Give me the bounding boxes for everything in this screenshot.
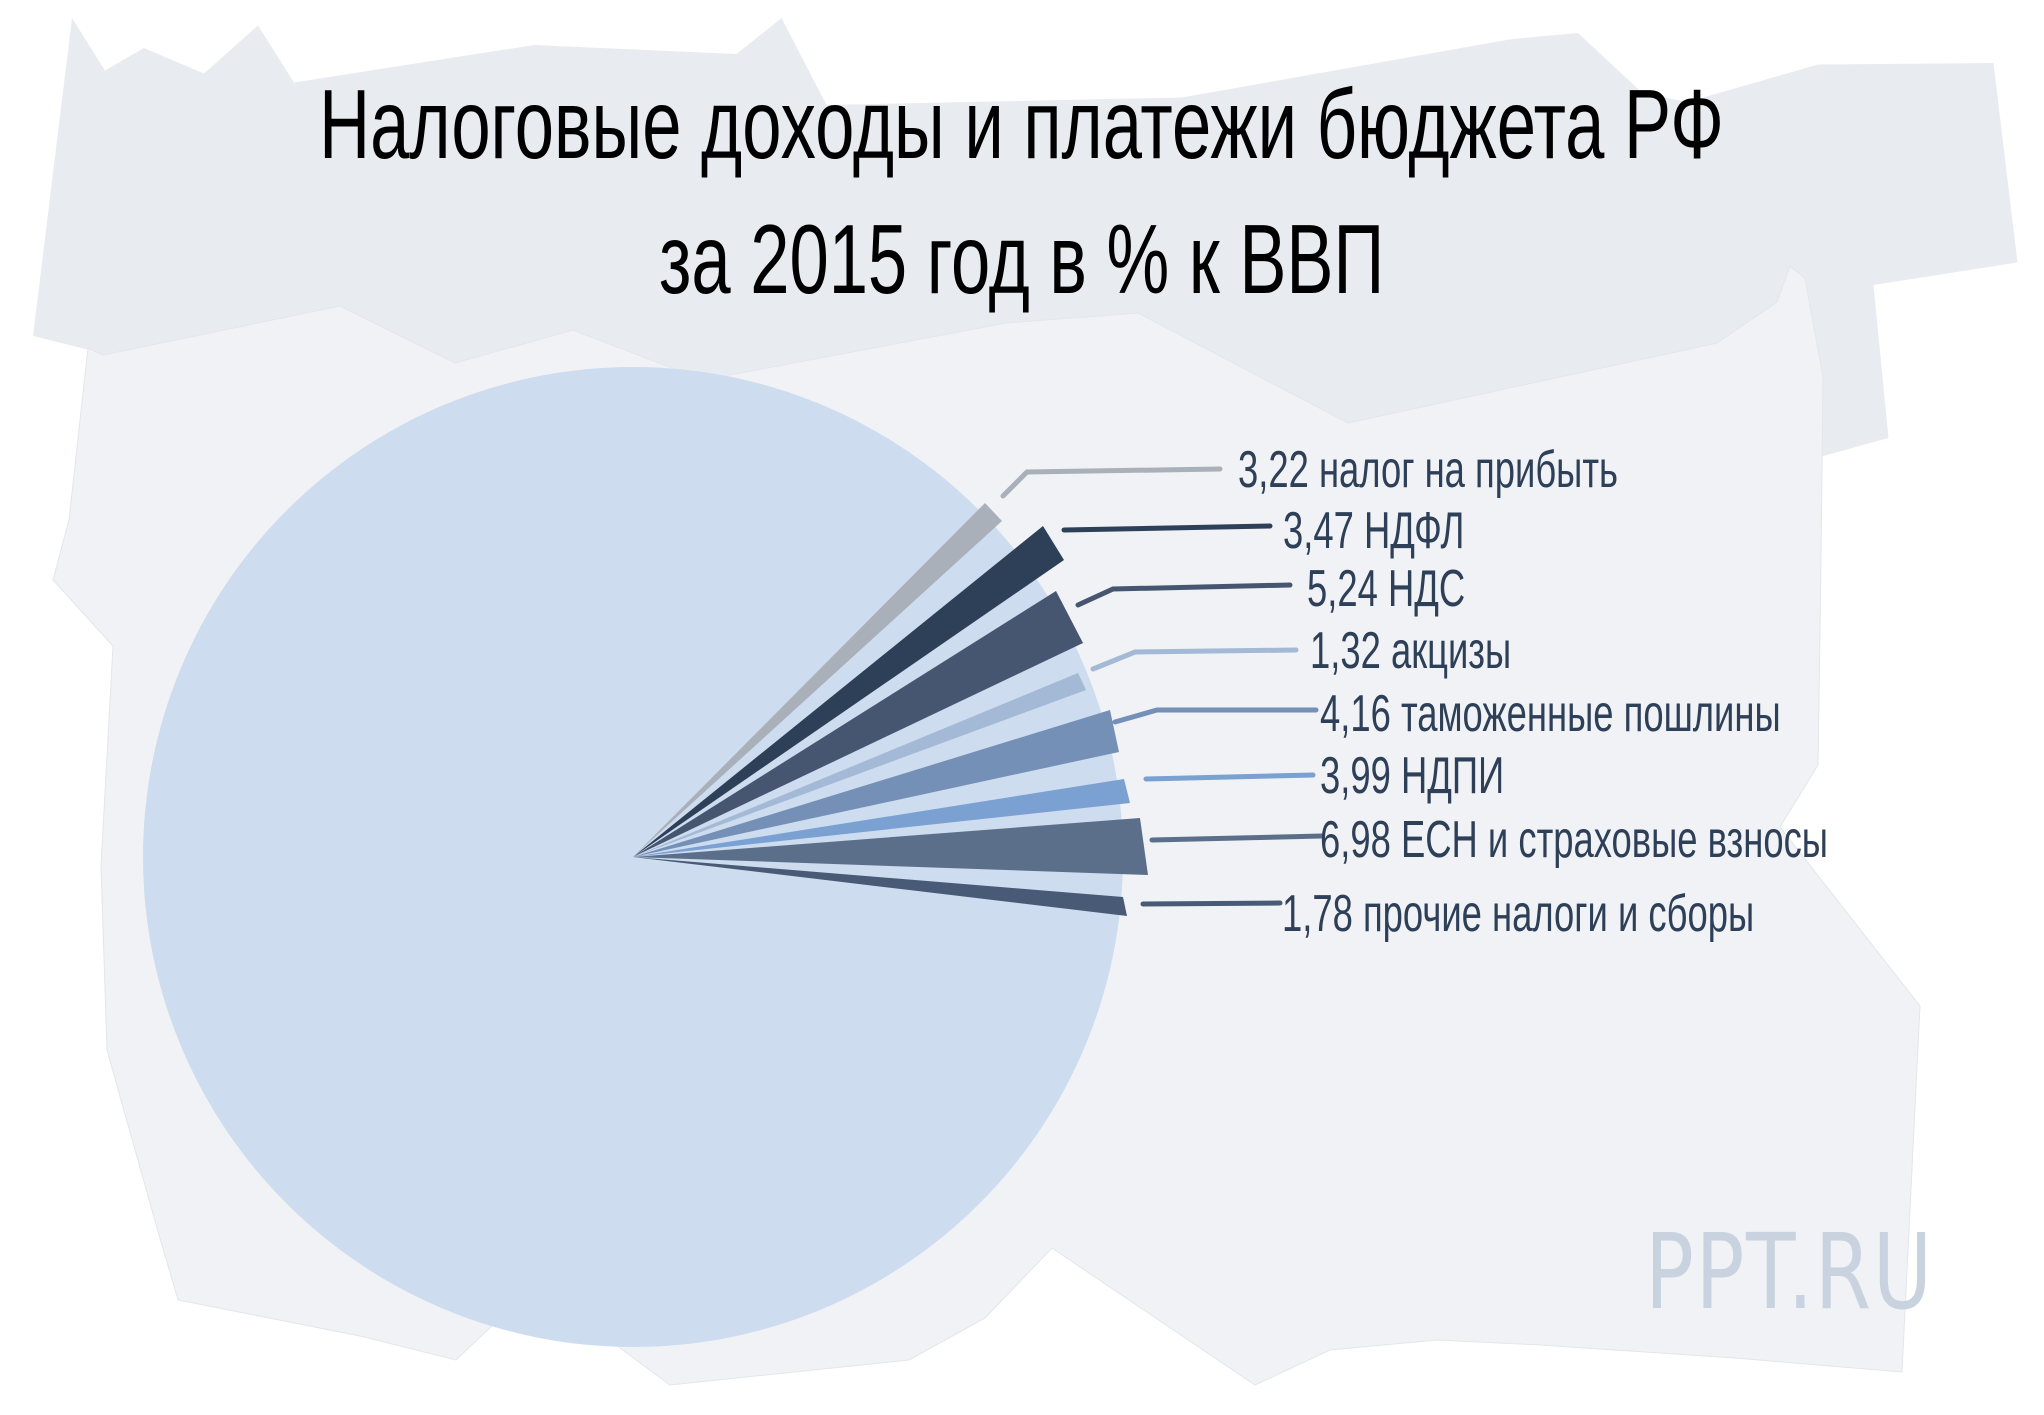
data-label-ndpi: 3,99 НДПИ xyxy=(1320,747,1505,805)
leader-line-ndfl xyxy=(1061,523,1273,533)
data-label-customs: 4,16 таможенные пошлины xyxy=(1320,685,1781,743)
pie-slice-ndpi xyxy=(633,779,1130,857)
data-label-excise: 1,32 акцизы xyxy=(1310,622,1512,680)
data-label-profit-tax: 3,22 налог на прибыть xyxy=(1238,441,1618,499)
pie-slice-ndfl xyxy=(633,526,1064,857)
chart-title-text-1: Налоговые доходы и платежи бюджета РФ xyxy=(319,69,1725,179)
pie-slice-nds xyxy=(633,591,1083,857)
leader-line-ndpi xyxy=(1143,772,1316,782)
data-label-nds: 5,24 НДС xyxy=(1307,560,1466,618)
leader-line-customs xyxy=(1112,707,1319,725)
chart-title-text-2: за 2015 год в % к ВВП xyxy=(659,204,1385,314)
data-label-esn: 6,98 ЕСН и страховые взносы xyxy=(1320,811,1828,869)
pie-slice-profit-tax xyxy=(633,503,1002,857)
watermark-logo: PPT.RU xyxy=(1645,1211,1934,1333)
chart-title-line-2: за 2015 год в % к ВВП xyxy=(0,210,2044,308)
leader-line-excise xyxy=(1090,647,1299,672)
pie-slice-esn xyxy=(633,818,1148,875)
leader-line-esn xyxy=(1149,833,1325,843)
leader-line-profit-tax xyxy=(1000,466,1223,499)
data-label-other: 1,78 прочие налоги и сборы xyxy=(1282,885,1755,943)
leader-line-other xyxy=(1140,900,1283,907)
chart-title-line-1: Налоговые доходы и платежи бюджета РФ xyxy=(0,75,2044,173)
leader-line-nds xyxy=(1075,582,1293,608)
pie-slice-excise xyxy=(633,673,1086,857)
pie-slice-customs xyxy=(633,710,1119,857)
data-label-ndfl: 3,47 НДФЛ xyxy=(1283,502,1465,560)
pie-slice-other xyxy=(633,857,1127,916)
